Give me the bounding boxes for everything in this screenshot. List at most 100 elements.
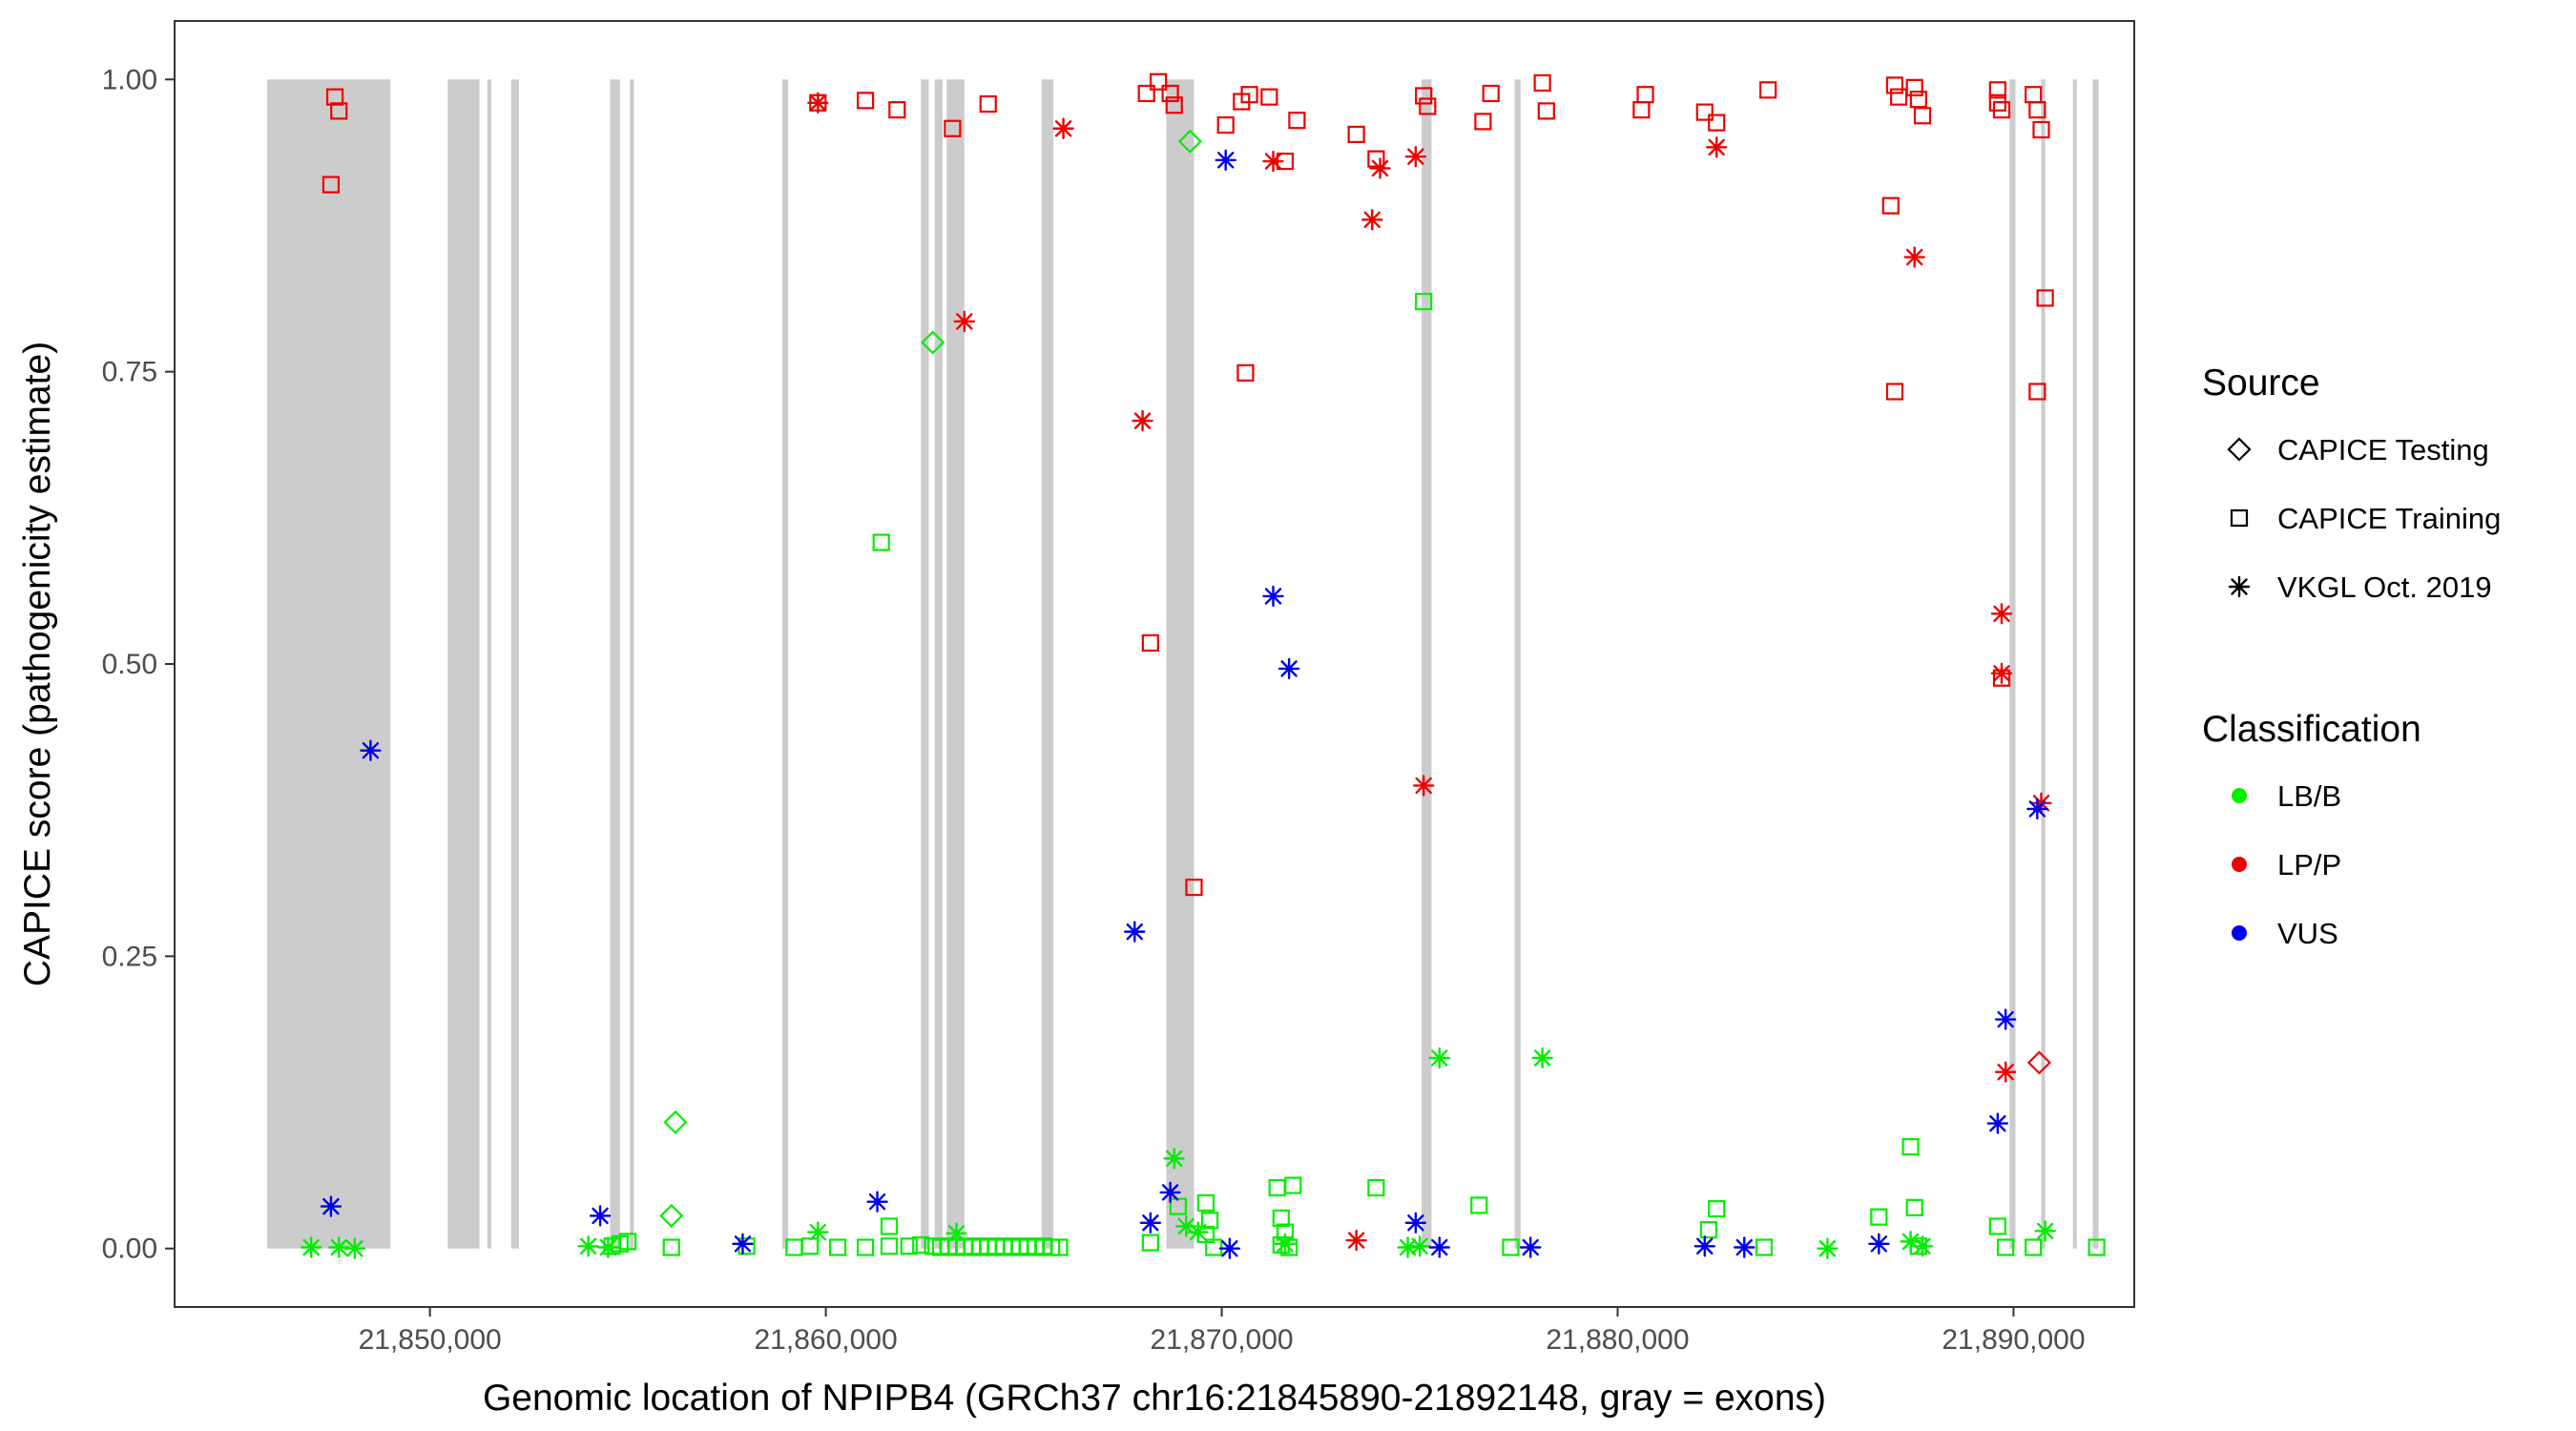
legend-classification-label: VUS: [2277, 917, 2338, 950]
data-point: [1177, 129, 1202, 154]
data-point: [1911, 1235, 1934, 1257]
exon-band: [946, 79, 965, 1249]
data-point: [589, 1205, 612, 1227]
data-point: [619, 1233, 637, 1251]
data-point: [330, 102, 348, 120]
data-point: [1533, 73, 1551, 93]
data-point: [328, 1236, 350, 1258]
data-point: [1215, 149, 1236, 172]
data-point: [322, 176, 341, 194]
data-point: [1240, 86, 1258, 104]
data-point: [343, 1237, 366, 1259]
exon-band: [267, 79, 391, 1249]
exon-band: [1041, 79, 1054, 1249]
series-diamond-lbb: [659, 129, 1202, 1228]
legend-source-label: VKGL Oct. 2019: [2277, 570, 2492, 604]
data-point: [807, 1221, 829, 1243]
x-tick-label: 21,890,000: [1942, 1324, 2085, 1356]
data-point: [1901, 1138, 1920, 1156]
data-point: [1905, 78, 1923, 96]
legend-classification-items: LB/B LP/P VUS: [2232, 779, 2341, 950]
data-point: [1050, 1238, 1069, 1256]
legend-key-square: [2230, 508, 2249, 528]
data-point: [1986, 1112, 2009, 1134]
data-point: [1262, 150, 1284, 173]
data-point: [1196, 1193, 1215, 1213]
data-point: [1632, 101, 1651, 119]
data-point: [1885, 76, 1904, 94]
data-point: [1419, 97, 1437, 115]
data-point: [1345, 1229, 1367, 1252]
data-point: [1260, 88, 1278, 106]
data-point: [2034, 1220, 2056, 1242]
data-point: [1474, 113, 1492, 131]
data-point: [1367, 150, 1385, 168]
data-point: [1868, 1233, 1890, 1255]
data-point: [828, 1238, 847, 1256]
exon-bands: [267, 79, 2099, 1249]
data-point: [1708, 114, 1726, 132]
data-point: [866, 1191, 888, 1213]
data-point: [1428, 1236, 1450, 1258]
data-point: [1218, 1237, 1241, 1259]
data-point: [944, 119, 962, 137]
y-tick-label: 0.50: [102, 649, 157, 680]
data-point: [1137, 84, 1155, 103]
x-tick-label: 21,860,000: [755, 1324, 898, 1356]
data-point: [1881, 197, 1900, 215]
data-point: [1412, 775, 1435, 797]
data-point: [807, 92, 829, 114]
data-point: [1900, 1231, 1922, 1253]
data-point: [1139, 1212, 1162, 1234]
data-point: [597, 1236, 619, 1258]
exon-band: [2092, 79, 2099, 1249]
data-point: [300, 1236, 322, 1258]
data-point: [1988, 81, 2006, 99]
data-point: [856, 92, 875, 110]
data-point: [1404, 1212, 1427, 1234]
data-point: [1997, 1238, 2015, 1256]
data-point: [1817, 1237, 1839, 1259]
data-point: [2028, 101, 2046, 119]
exon-band: [447, 79, 480, 1249]
data-point: [360, 739, 382, 761]
data-point: [1520, 1236, 1542, 1258]
data-point: [1988, 1217, 2006, 1235]
y-tick-label: 1.00: [102, 64, 157, 95]
y-tick-label: 0.00: [102, 1234, 157, 1265]
legend-key-asterisk: [2228, 575, 2251, 598]
legend-classification-label: LB/B: [2277, 779, 2341, 813]
series-square-lpp: [322, 73, 2054, 897]
exon-band: [934, 79, 944, 1249]
series-asterisk-lbb: [300, 1047, 2056, 1259]
data-point: [659, 1203, 684, 1228]
data-point: [1132, 409, 1153, 432]
exon-band: [1422, 79, 1432, 1249]
data-point: [1347, 125, 1365, 143]
data-point: [1284, 1176, 1302, 1194]
data-point: [945, 1222, 967, 1244]
data-point: [1163, 1148, 1185, 1170]
data-point: [1699, 1221, 1718, 1239]
data-point: [1903, 246, 1925, 268]
data-point: [1361, 209, 1383, 231]
data-point: [2036, 289, 2054, 307]
series-asterisk-lpp: [807, 92, 2052, 1252]
data-point: [1695, 103, 1714, 121]
x-tick-label: 21,870,000: [1150, 1324, 1293, 1356]
data-point: [1408, 1235, 1431, 1257]
data-point: [1185, 878, 1203, 897]
data-point: [325, 88, 344, 106]
data-point: [1150, 73, 1168, 91]
data-point: [1994, 1061, 2017, 1083]
data-point: [912, 1235, 930, 1255]
data-point: [732, 1233, 754, 1255]
data-point: [1278, 657, 1300, 680]
data-point: [1262, 585, 1284, 608]
legend-source-items: CAPICE Testing CAPICE Training VKGL Oct. 2…: [2227, 433, 2501, 604]
data-point: [1994, 1008, 2017, 1030]
data-point: [1913, 107, 1932, 125]
data-point: [1890, 88, 1908, 106]
data-point: [1706, 136, 1728, 158]
y-axis-title: CAPICE score (pathogenicity estimate): [17, 342, 58, 986]
